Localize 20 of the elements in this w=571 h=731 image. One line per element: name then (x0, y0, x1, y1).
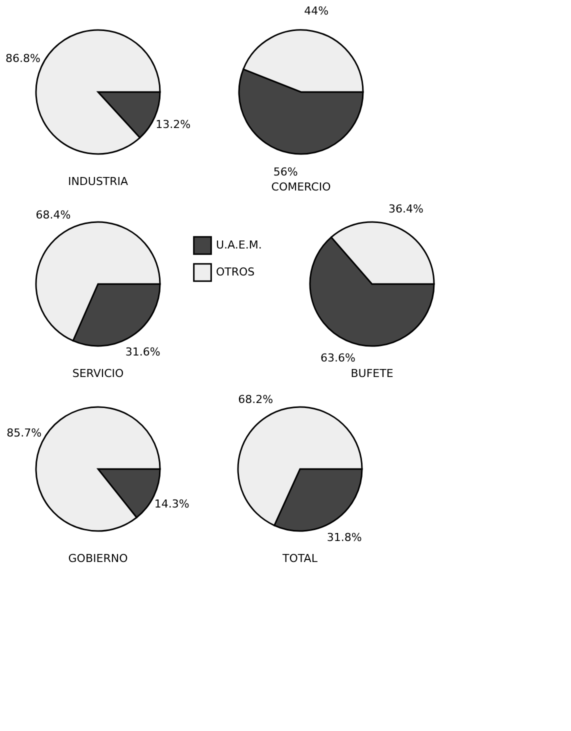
data-label: 14.3% (154, 498, 190, 511)
data-label: 85.7% (6, 426, 42, 440)
data-label: 36.4% (388, 202, 424, 216)
data-label: 68.2% (238, 393, 274, 406)
legend-label: OTROS (216, 266, 255, 278)
data-label: 86.8% (5, 52, 40, 65)
text: TOTAL (282, 552, 318, 565)
data-label: 56% (273, 166, 298, 179)
data-label: 13.2% (156, 118, 191, 132)
text: INDUSTRIA (68, 175, 129, 188)
data-label: 31.6% (125, 346, 160, 359)
legend-label: U.A.E.M. (216, 238, 262, 252)
data-label: 68.4% (36, 208, 71, 222)
data-label: 63.6% (320, 352, 356, 365)
text: GOBIERNO (68, 552, 128, 565)
text: SERVICIO (72, 367, 124, 380)
text: COMERCIO (271, 180, 332, 194)
data-label: 44% (304, 4, 329, 18)
data-label: 31.8% (326, 530, 362, 544)
text: BUFETE (350, 367, 394, 380)
